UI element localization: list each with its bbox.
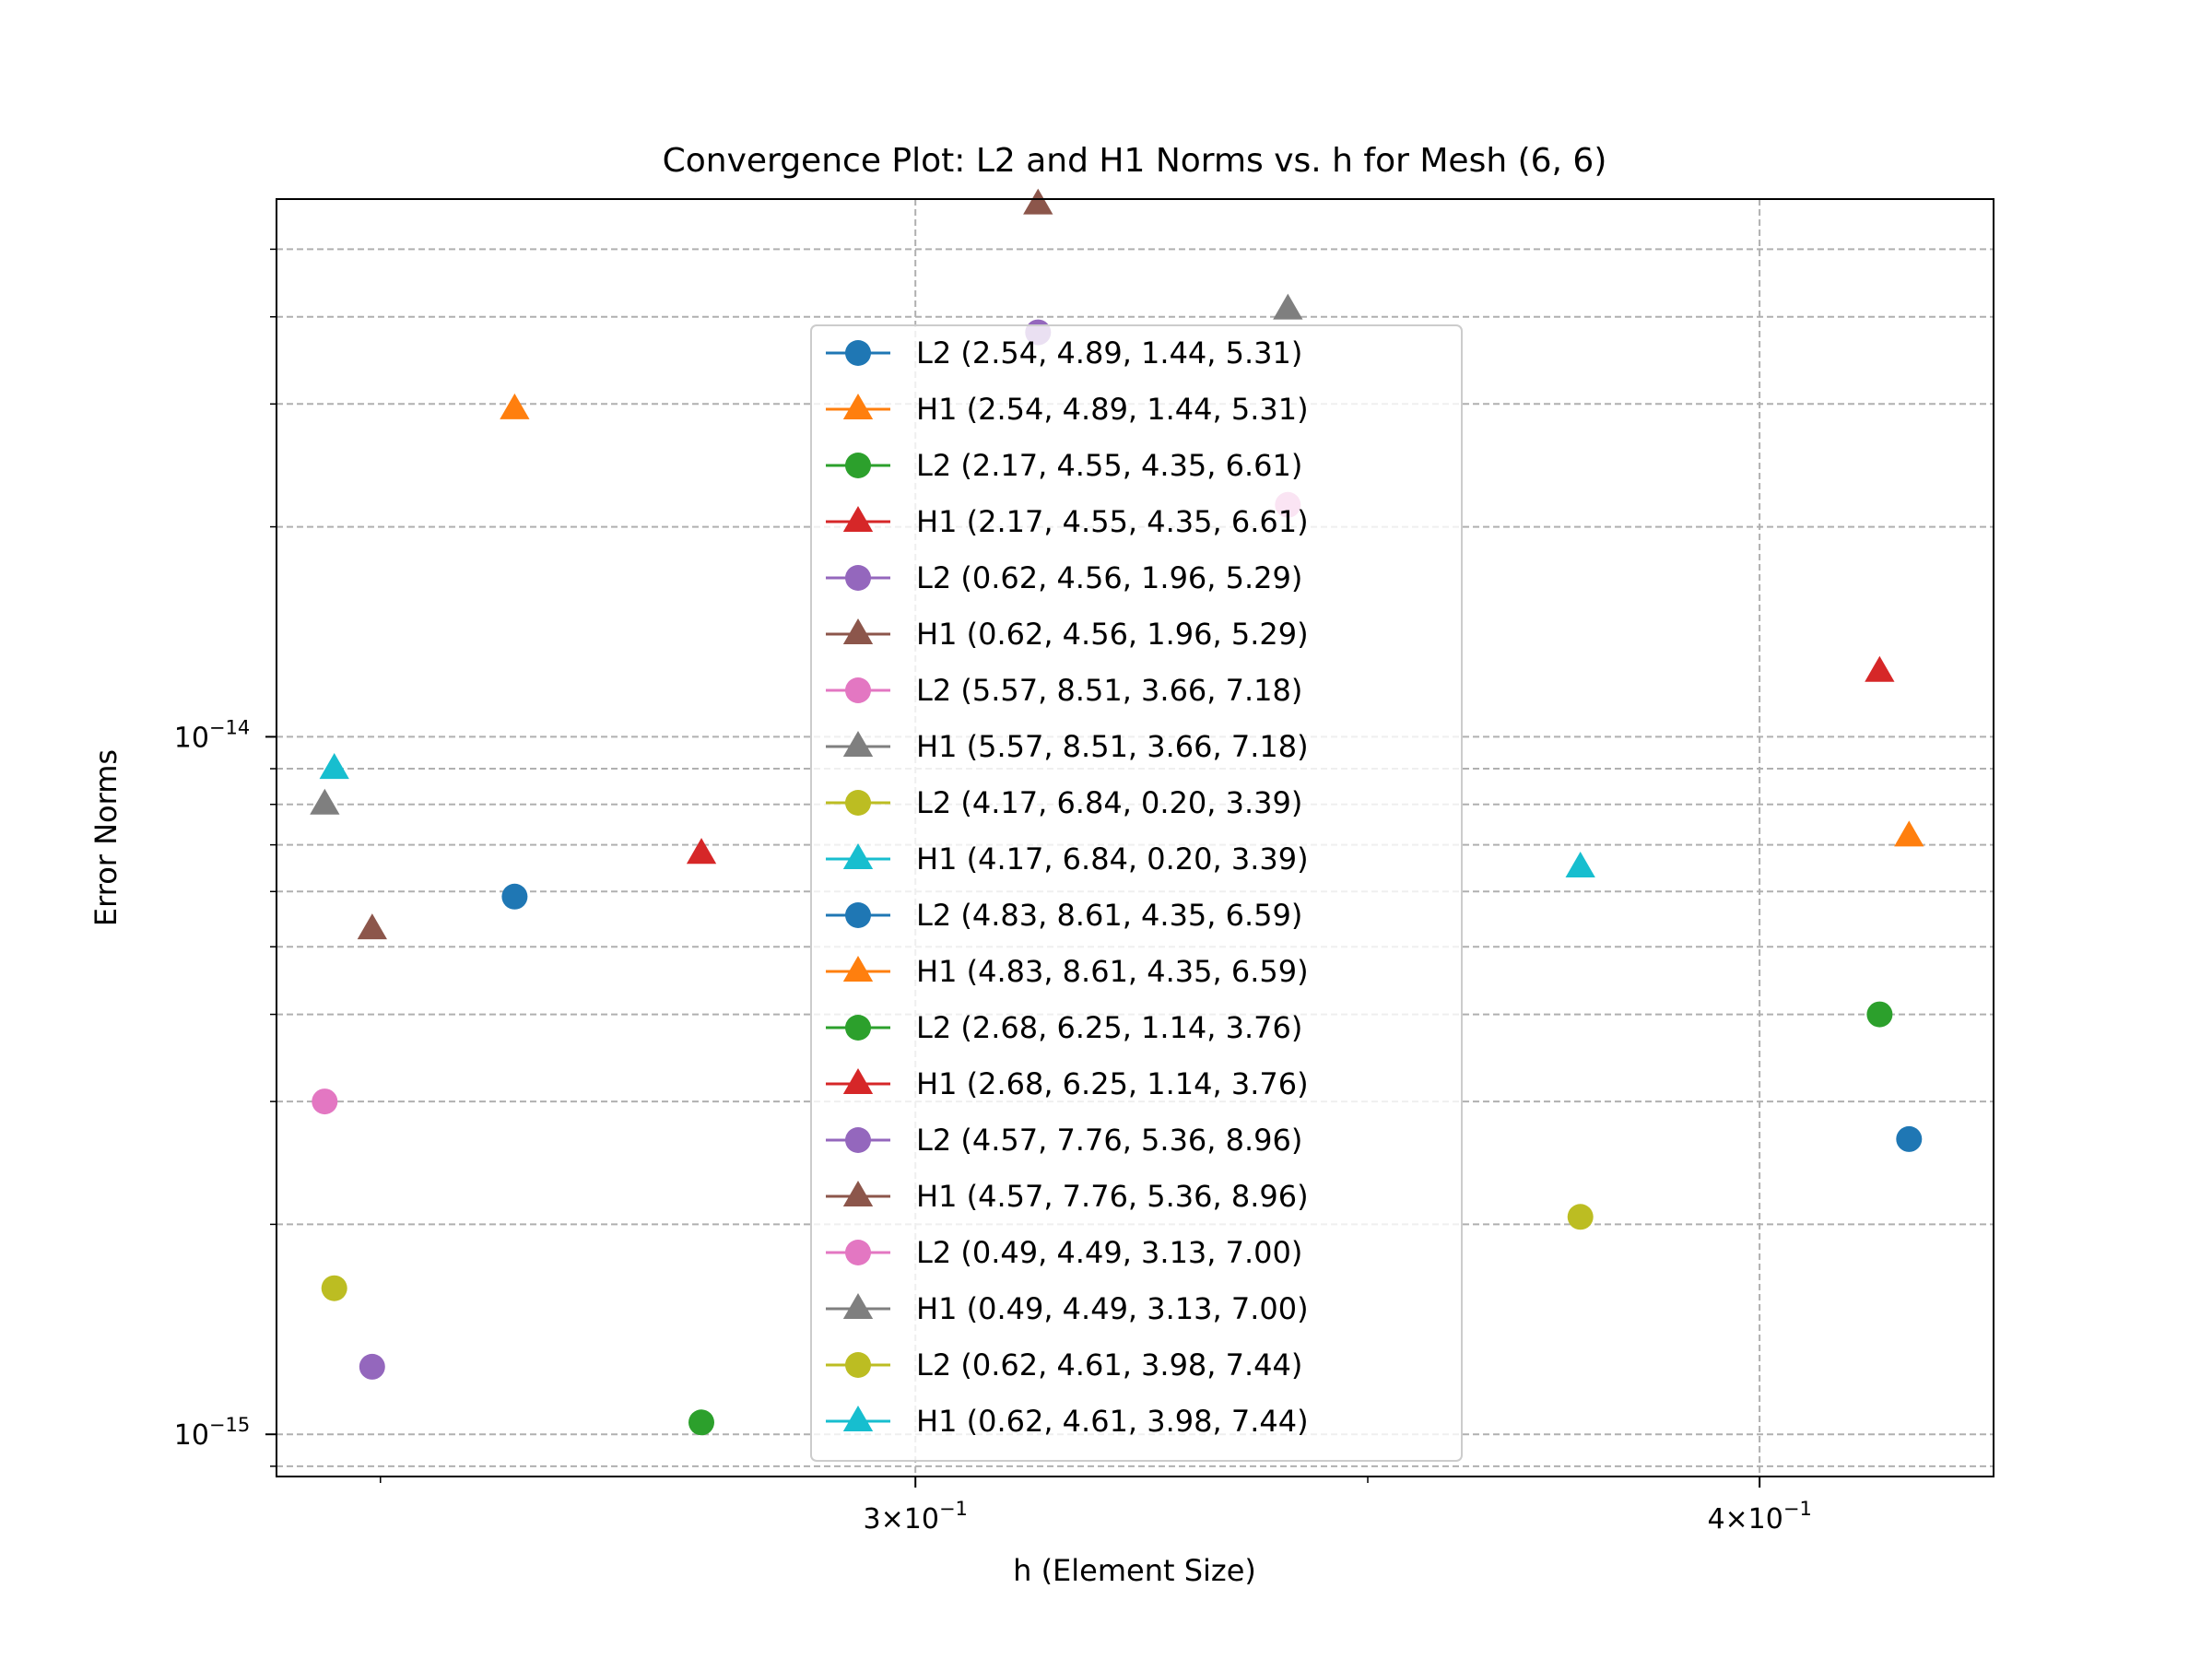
axis-ticks: 3×10−1 4×10−1 10−15 10−14 — [174, 248, 1812, 1535]
legend-marker-circle — [845, 340, 871, 366]
legend-label: L2 (5.57, 8.51, 3.66, 7.18) — [916, 673, 1302, 708]
legend-label: H1 (0.62, 4.61, 3.98, 7.44) — [916, 1404, 1309, 1439]
data-point-triangle — [319, 753, 349, 780]
legend-marker-circle — [845, 1127, 871, 1153]
legend-marker-circle — [845, 1240, 871, 1265]
legend-label: L2 (0.62, 4.61, 3.98, 7.44) — [916, 1347, 1302, 1382]
legend-entry: L2 (5.57, 8.51, 3.66, 7.18) — [826, 673, 1302, 708]
legend-entry: L2 (4.17, 6.84, 0.20, 3.39) — [826, 785, 1302, 820]
legend-marker-circle — [845, 1015, 871, 1041]
legend-entry: L2 (2.17, 4.55, 4.35, 6.61) — [826, 448, 1302, 483]
data-point-triangle — [500, 393, 530, 419]
data-point-circle — [1567, 1204, 1594, 1230]
legend: L2 (2.54, 4.89, 1.44, 5.31) H1 (2.54, 4.8… — [810, 324, 1463, 1462]
legend-box — [810, 324, 1463, 1462]
legend-label: H1 (4.83, 8.61, 4.35, 6.59) — [916, 954, 1309, 989]
data-point-triangle — [357, 913, 387, 940]
legend-marker-circle — [845, 677, 871, 703]
legend-marker-triangle — [842, 1181, 874, 1207]
data-point-circle — [359, 1353, 385, 1380]
legend-marker-triangle — [842, 618, 874, 645]
plot-area-frame — [276, 198, 1994, 1477]
legend-label: L2 (2.17, 4.55, 4.35, 6.61) — [916, 448, 1302, 483]
legend-marker-triangle — [842, 843, 874, 870]
legend-marker-circle — [845, 453, 871, 478]
legend-entry: H1 (4.83, 8.61, 4.35, 6.59) — [826, 954, 1309, 989]
legend-entry: H1 (4.57, 7.76, 5.36, 8.96) — [826, 1179, 1309, 1214]
legend-marker-circle — [845, 565, 871, 591]
legend-marker-triangle — [842, 731, 874, 758]
y-tick-label: 10−15 — [174, 1414, 251, 1452]
y-tick-label: 10−14 — [174, 716, 251, 754]
legend-marker-circle — [845, 902, 871, 928]
legend-marker-triangle — [842, 506, 874, 533]
legend-entry: L2 (0.62, 4.56, 1.96, 5.29) — [826, 560, 1302, 595]
data-point-circle — [321, 1275, 347, 1301]
legend-entry: L2 (4.57, 7.76, 5.36, 8.96) — [826, 1123, 1302, 1158]
legend-label: H1 (4.17, 6.84, 0.20, 3.39) — [916, 841, 1309, 877]
legend-label: L2 (4.17, 6.84, 0.20, 3.39) — [916, 785, 1302, 820]
legend-label: L2 (2.54, 4.89, 1.44, 5.31) — [916, 335, 1302, 371]
data-point-circle — [1896, 1125, 1923, 1152]
data-point-circle — [501, 883, 528, 910]
legend-entry: H1 (2.68, 6.25, 1.14, 3.76) — [826, 1066, 1309, 1101]
legend-entry: H1 (2.54, 4.89, 1.44, 5.31) — [826, 392, 1309, 427]
legend-entry: L2 (2.54, 4.89, 1.44, 5.31) — [826, 335, 1302, 371]
legend-entry: L2 (2.68, 6.25, 1.14, 3.76) — [826, 1010, 1302, 1045]
legend-marker-triangle — [842, 956, 874, 982]
data-point-circle — [312, 1088, 338, 1115]
data-point-circle — [688, 1409, 714, 1436]
legend-label: H1 (2.17, 4.55, 4.35, 6.61) — [916, 504, 1309, 539]
legend-entry: L2 (0.49, 4.49, 3.13, 7.00) — [826, 1235, 1302, 1270]
data-point-triangle — [1565, 851, 1595, 878]
legend-marker-triangle — [842, 1293, 874, 1320]
data-point-circle — [1866, 1001, 1893, 1028]
legend-label: H1 (4.57, 7.76, 5.36, 8.96) — [916, 1179, 1309, 1214]
legend-label: H1 (0.49, 4.49, 3.13, 7.00) — [916, 1291, 1309, 1326]
legend-label: L2 (2.68, 6.25, 1.14, 3.76) — [916, 1010, 1302, 1045]
legend-marker-circle — [845, 790, 871, 816]
data-point-triangle — [1273, 293, 1303, 320]
legend-entry: H1 (2.17, 4.55, 4.35, 6.61) — [826, 504, 1309, 539]
legend-label: L2 (4.83, 8.61, 4.35, 6.59) — [916, 898, 1302, 933]
legend-entry: H1 (0.62, 4.56, 1.96, 5.29) — [826, 617, 1309, 652]
x-tick-label: 3×10−1 — [864, 1498, 968, 1535]
legend-entry: H1 (0.49, 4.49, 3.13, 7.00) — [826, 1291, 1309, 1326]
legend-marker-triangle — [842, 1068, 874, 1095]
x-axis-label: h (Element Size) — [1013, 1553, 1256, 1588]
legend-entry: H1 (0.62, 4.61, 3.98, 7.44) — [826, 1404, 1309, 1439]
data-point-triangle — [686, 838, 717, 865]
legend-label: H1 (2.54, 4.89, 1.44, 5.31) — [916, 392, 1309, 427]
legend-entry: H1 (5.57, 8.51, 3.66, 7.18) — [826, 729, 1309, 764]
legend-label: L2 (0.62, 4.56, 1.96, 5.29) — [916, 560, 1302, 595]
legend-label: L2 (4.57, 7.76, 5.36, 8.96) — [916, 1123, 1302, 1158]
legend-entry: L2 (4.83, 8.61, 4.35, 6.59) — [826, 898, 1302, 933]
legend-marker-triangle — [842, 1406, 874, 1432]
legend-entry: H1 (4.17, 6.84, 0.20, 3.39) — [826, 841, 1309, 877]
data-point-triangle — [1023, 188, 1053, 215]
legend-marker-circle — [845, 1352, 871, 1378]
legend-label: H1 (5.57, 8.51, 3.66, 7.18) — [916, 729, 1309, 764]
legend-marker-triangle — [842, 394, 874, 420]
data-point-triangle — [1865, 655, 1895, 682]
legend-label: L2 (0.49, 4.49, 3.13, 7.00) — [916, 1235, 1302, 1270]
y-axis-label: Error Norms — [88, 749, 124, 926]
chart-title: Convergence Plot: L2 and H1 Norms vs. h … — [663, 142, 1607, 180]
legend-label: H1 (2.68, 6.25, 1.14, 3.76) — [916, 1066, 1309, 1101]
data-point-triangle — [1894, 820, 1924, 847]
x-tick-label: 4×10−1 — [1707, 1498, 1811, 1535]
legend-label: H1 (0.62, 4.56, 1.96, 5.29) — [916, 617, 1309, 652]
legend-entry: L2 (0.62, 4.61, 3.98, 7.44) — [826, 1347, 1302, 1382]
data-point-triangle — [310, 788, 340, 815]
